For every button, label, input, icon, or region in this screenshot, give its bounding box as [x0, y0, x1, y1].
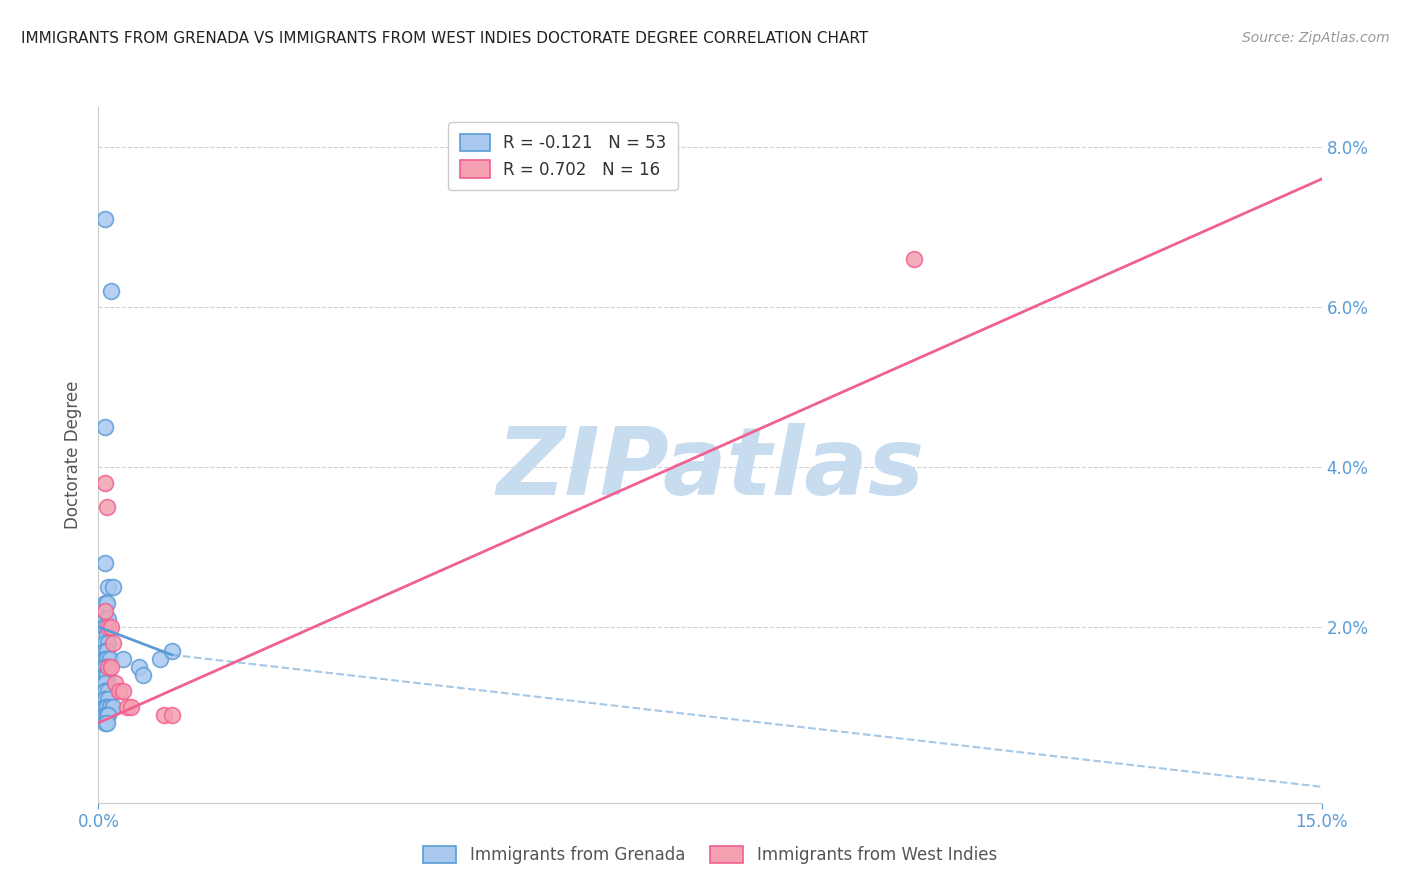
Point: [94, 636, 117, 650]
Point: [115, 699, 138, 714]
Point: [160, 707, 183, 722]
Point: [94, 691, 117, 706]
Text: ZIPatlas: ZIPatlas: [496, 423, 924, 515]
Point: [94, 699, 117, 714]
Point: [97, 636, 120, 650]
Point: [94, 668, 117, 682]
Point: [94, 612, 117, 626]
Point: [128, 660, 150, 674]
Point: [97, 620, 120, 634]
Point: [111, 683, 134, 698]
Point: [111, 652, 134, 666]
Point: [97, 707, 120, 722]
Point: [94, 676, 117, 690]
Point: [160, 644, 183, 658]
Text: Source: ZipAtlas.com: Source: ZipAtlas.com: [1241, 31, 1389, 45]
Point: [94, 660, 117, 674]
Point: [100, 620, 122, 634]
Point: [94, 596, 117, 610]
Point: [96, 715, 118, 730]
Point: [94, 652, 117, 666]
Point: [96, 707, 118, 722]
Point: [96, 644, 118, 658]
Point: [94, 644, 117, 658]
Point: [94, 707, 117, 722]
Text: IMMIGRANTS FROM GRENADA VS IMMIGRANTS FROM WEST INDIES DOCTORATE DEGREE CORRELAT: IMMIGRANTS FROM GRENADA VS IMMIGRANTS FR…: [21, 31, 869, 46]
Point: [96, 668, 118, 682]
Point: [94, 652, 117, 666]
Point: [104, 676, 127, 690]
Point: [94, 475, 117, 490]
Point: [96, 676, 118, 690]
Point: [94, 620, 117, 634]
Point: [94, 620, 117, 634]
Point: [94, 420, 117, 434]
Point: [94, 676, 117, 690]
Point: [97, 580, 120, 594]
Point: [98, 699, 121, 714]
Point: [152, 707, 174, 722]
Point: [96, 500, 118, 514]
Point: [903, 252, 925, 266]
Point: [97, 683, 120, 698]
Point: [94, 715, 117, 730]
Point: [94, 660, 117, 674]
Point: [94, 644, 117, 658]
Point: [132, 668, 155, 682]
Point: [120, 699, 142, 714]
Point: [94, 668, 117, 682]
Point: [94, 668, 117, 682]
Legend: Immigrants from Grenada, Immigrants from West Indies: Immigrants from Grenada, Immigrants from…: [416, 839, 1004, 871]
Point: [96, 596, 118, 610]
Point: [97, 660, 120, 674]
Point: [100, 660, 122, 674]
Point: [94, 212, 117, 227]
Point: [94, 683, 117, 698]
Y-axis label: Doctorate Degree: Doctorate Degree: [63, 381, 82, 529]
Point: [101, 636, 124, 650]
Point: [96, 652, 118, 666]
Point: [97, 660, 120, 674]
Point: [96, 699, 118, 714]
Point: [94, 660, 117, 674]
Point: [149, 652, 172, 666]
Point: [94, 604, 117, 618]
Point: [96, 628, 118, 642]
Point: [94, 691, 117, 706]
Point: [97, 691, 120, 706]
Point: [101, 580, 124, 594]
Point: [98, 652, 121, 666]
Point: [97, 612, 120, 626]
Point: [94, 556, 117, 570]
Point: [100, 284, 122, 298]
Point: [108, 683, 131, 698]
Point: [94, 683, 117, 698]
Point: [101, 699, 124, 714]
